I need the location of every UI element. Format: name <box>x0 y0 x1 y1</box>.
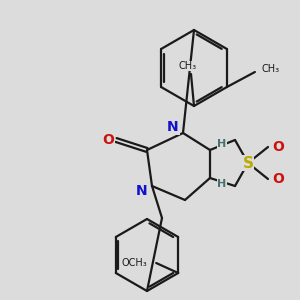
Text: O: O <box>272 140 284 154</box>
Text: CH₃: CH₃ <box>262 64 280 74</box>
Text: N: N <box>136 184 148 198</box>
Text: CH₃: CH₃ <box>179 61 197 71</box>
Text: H: H <box>218 179 226 189</box>
Text: H: H <box>218 139 226 149</box>
Text: O: O <box>102 133 114 147</box>
Text: N: N <box>167 120 179 134</box>
Text: OCH₃: OCH₃ <box>121 258 147 268</box>
Text: S: S <box>242 155 253 170</box>
Text: O: O <box>272 172 284 186</box>
